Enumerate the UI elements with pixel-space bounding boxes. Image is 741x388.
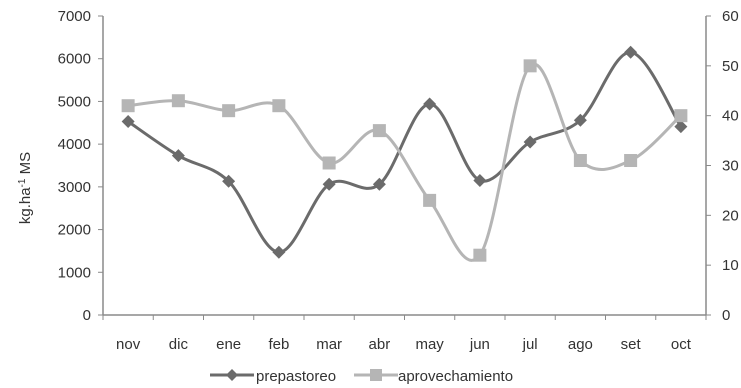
point-prepastoreo-ago — [573, 113, 587, 127]
x-tick-label-may: may — [415, 336, 444, 353]
legend-marker-aprovechamiento — [370, 369, 382, 381]
point-aprovechamiento-jul — [523, 59, 537, 73]
point-aprovechamiento-ago — [573, 154, 587, 168]
right-y-tick-label: 20 — [722, 207, 739, 224]
right-y-tick-label: 30 — [722, 158, 739, 175]
x-tick-label-jul: jul — [522, 336, 538, 353]
left-y-tick-label: 2000 — [58, 222, 91, 239]
point-prepastoreo-dic — [171, 149, 185, 163]
point-prepastoreo-may — [423, 97, 437, 111]
x-tick-label-jun: jun — [469, 336, 490, 353]
point-aprovechamiento-mar — [322, 156, 336, 170]
x-tick-label-nov: nov — [116, 336, 141, 353]
point-aprovechamiento-ene — [222, 104, 236, 118]
legend: prepastoreo aprovechamiento — [210, 368, 513, 385]
point-aprovechamiento-jun — [473, 248, 487, 262]
left-y-tick-label: 0 — [83, 307, 91, 324]
point-aprovechamiento-abr — [372, 124, 386, 138]
point-prepastoreo-ene — [222, 174, 236, 188]
legend-item-prepastoreo: prepastoreo — [210, 368, 336, 385]
left-y-tick-labels: 0 1000 2000 3000 4000 5000 6000 7000 — [58, 8, 91, 324]
x-tick-label-mar: mar — [316, 336, 342, 353]
series-line-prepastoreo — [127, 50, 683, 254]
right-y-tick-label: 40 — [722, 108, 739, 125]
point-aprovechamiento-feb — [272, 99, 286, 113]
x-tick-label-ago: ago — [568, 336, 593, 353]
point-prepastoreo-abr — [372, 177, 386, 191]
point-prepastoreo-nov — [121, 115, 135, 129]
axes — [98, 15, 711, 320]
x-tick-label-feb: feb — [268, 336, 289, 353]
point-prepastoreo-feb — [272, 245, 286, 259]
point-prepastoreo-jun — [473, 173, 487, 187]
right-y-tick-label: 50 — [722, 58, 739, 75]
x-tick-label-ene: ene — [216, 336, 241, 353]
y-axis-title: kg.ha-1 MS — [17, 152, 34, 224]
left-y-tick-label: 6000 — [58, 51, 91, 68]
x-tick-labels: nov dic ene feb mar abr may jun jul ago set oct — [116, 336, 692, 353]
point-prepastoreo-oct — [674, 120, 688, 134]
legend-marker-prepastoreo — [226, 369, 238, 381]
left-y-tick-label: 5000 — [58, 93, 91, 110]
left-y-tick-label: 4000 — [58, 136, 91, 153]
point-aprovechamiento-nov — [121, 99, 135, 113]
point-aprovechamiento-dic — [171, 94, 185, 108]
left-y-tick-label: 7000 — [58, 8, 91, 25]
point-prepastoreo-mar — [322, 177, 336, 191]
point-prepastoreo-jul — [523, 135, 537, 149]
right-y-tick-label: 60 — [722, 8, 739, 25]
left-y-tick-label: 3000 — [58, 179, 91, 196]
series-aprovechamiento — [121, 59, 688, 262]
point-aprovechamiento-set — [624, 154, 638, 168]
x-tick-label-dic: dic — [169, 336, 189, 353]
left-y-tick-label: 1000 — [58, 264, 91, 281]
right-y-tick-label: 10 — [722, 257, 739, 274]
x-tick-label-abr: abr — [369, 336, 391, 353]
series-layer — [121, 45, 688, 262]
point-prepastoreo-set — [624, 45, 638, 59]
point-aprovechamiento-may — [423, 193, 437, 207]
x-tick-label-set: set — [621, 336, 642, 353]
right-y-tick-label: 0 — [722, 307, 730, 324]
x-tick-label-oct: oct — [671, 336, 692, 353]
legend-label-aprovechamiento: aprovechamiento — [398, 368, 513, 385]
legend-label-prepastoreo: prepastoreo — [256, 368, 336, 385]
legend-item-aprovechamiento: aprovechamiento — [354, 368, 513, 385]
right-y-tick-labels: 0 10 20 30 40 50 60 — [722, 8, 739, 324]
series-prepastoreo — [121, 45, 688, 259]
point-aprovechamiento-oct — [674, 109, 688, 123]
